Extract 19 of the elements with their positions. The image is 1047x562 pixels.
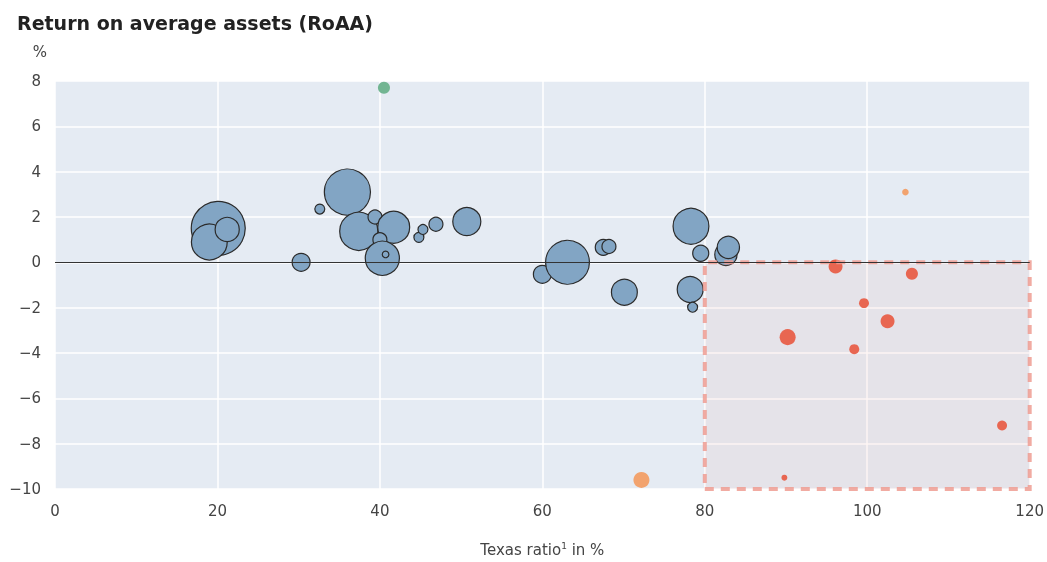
- x-tick-label: 100: [852, 501, 882, 520]
- y-tick-label: 2: [31, 208, 41, 226]
- y-axis-title: %: [32, 42, 47, 61]
- y-tick-label: 8: [31, 72, 41, 90]
- x-tick-label: 20: [207, 501, 227, 520]
- chart-title: Return on average assets (RoAA): [17, 11, 374, 34]
- x-tick-label: 0: [50, 501, 60, 520]
- y-tick-label: −2: [18, 298, 41, 317]
- x-tick-label: 40: [370, 501, 390, 520]
- x-tick-label: 120: [1015, 501, 1045, 520]
- y-tick-label: −4: [18, 344, 41, 362]
- y-tick-label: 4: [31, 162, 41, 181]
- x-tick-label: 60: [532, 501, 552, 520]
- y-tick-label: −10: [9, 480, 41, 498]
- y-tick-label: −8: [18, 434, 41, 453]
- y-tick-label: −6: [18, 389, 41, 408]
- y-tick-label: 0: [31, 253, 41, 272]
- y-tick-label: 6: [31, 117, 41, 136]
- x-tick-label: 80: [695, 501, 715, 520]
